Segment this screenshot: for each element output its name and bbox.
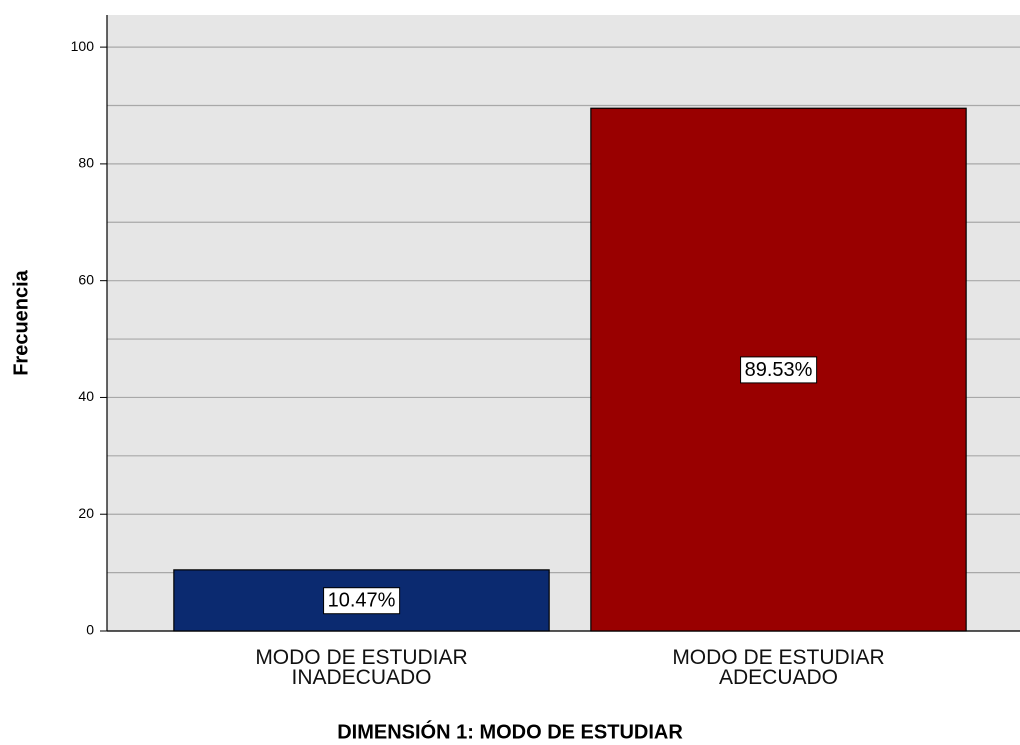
value-label: 89.53% <box>745 359 813 381</box>
x-tick-label: MODO DE ESTUDIAR ADECUADO <box>672 646 885 689</box>
value-label: 10.47% <box>328 590 396 612</box>
y-tick-label: 0 <box>86 622 94 638</box>
y-tick-label: 80 <box>78 155 94 171</box>
value-label-box <box>323 587 401 615</box>
y-tick-label: 60 <box>78 271 94 287</box>
x-axis-title: DIMENSIÓN 1: MODO DE ESTUDIAR <box>337 719 683 743</box>
value-label-box <box>740 356 818 384</box>
x-tick-label: MODO DE ESTUDIAR INADECUADO <box>255 646 468 689</box>
y-tick-label: 20 <box>78 505 94 521</box>
y-axis-title: Frecuencia <box>10 269 32 375</box>
y-tick-label: 40 <box>78 388 94 404</box>
y-tick-label: 100 <box>71 38 95 54</box>
